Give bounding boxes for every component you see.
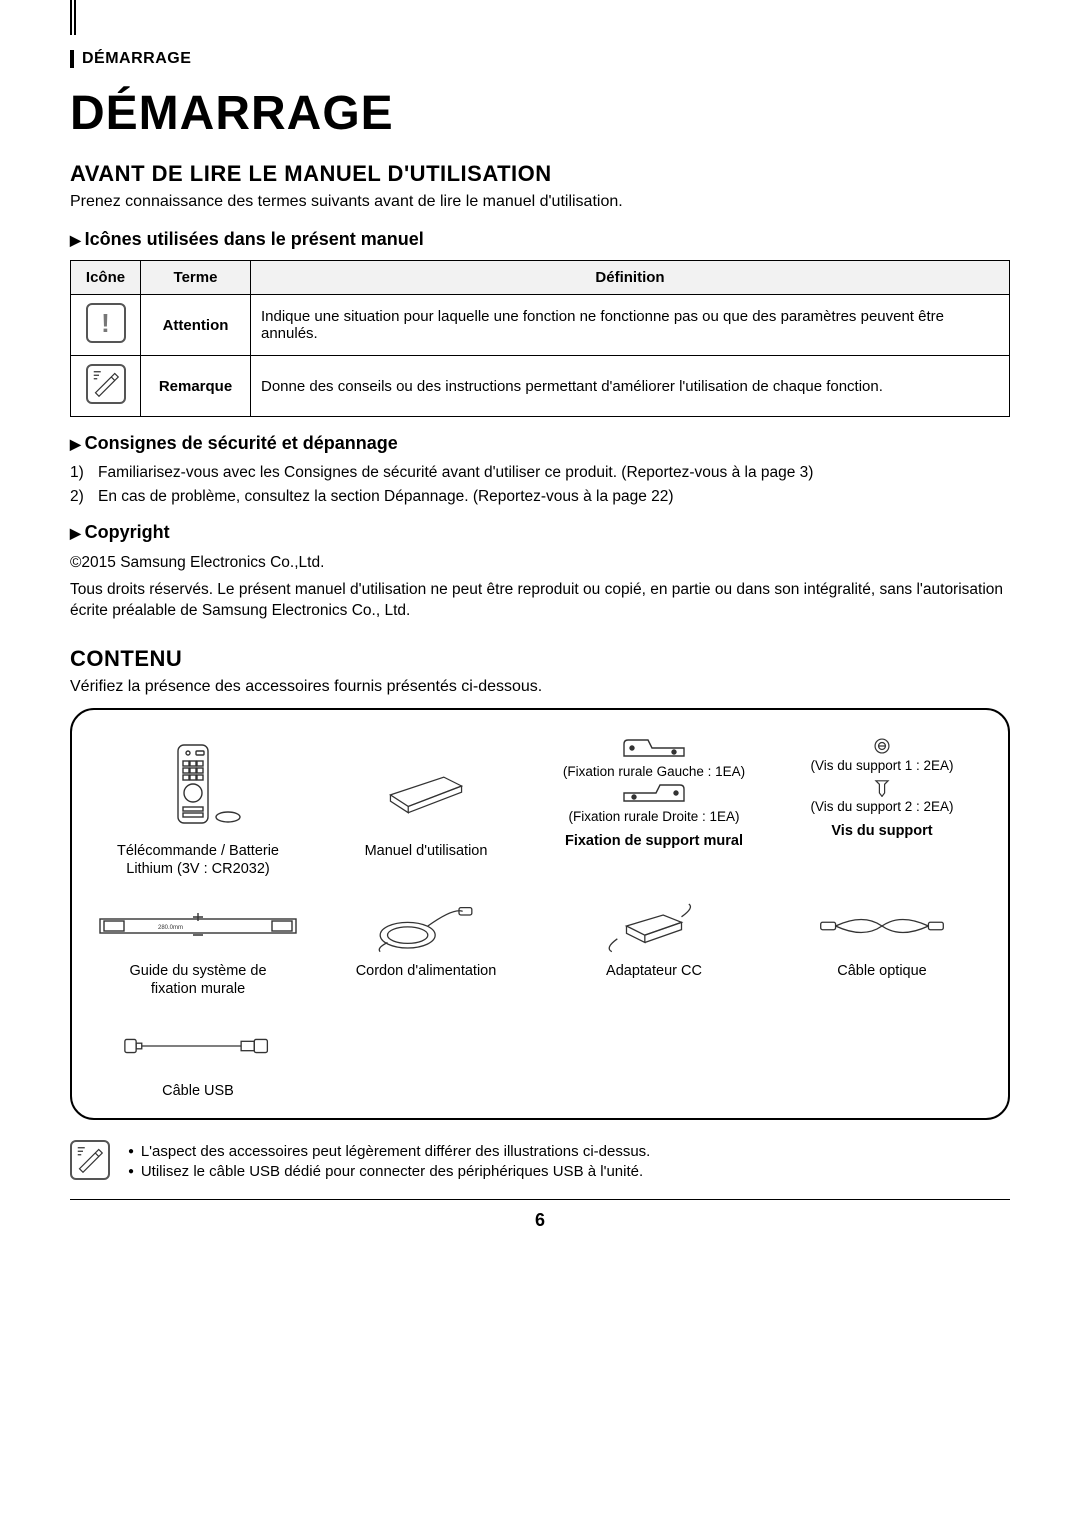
screw2-icon [869, 775, 895, 797]
col-def: Définition [251, 261, 1010, 295]
screw2-text: (Vis du support 2 : 2EA) [810, 799, 953, 814]
remote-label-2: Lithium (3V : CR2032) [90, 860, 306, 878]
usb-cable-icon [123, 1031, 273, 1061]
adapter-label: Adaptateur CC [546, 962, 762, 980]
page-number: 6 [70, 1210, 1010, 1231]
screw1-text: (Vis du support 1 : 2EA) [810, 758, 953, 773]
item-wall-guide: 280.0mm Guide du système de fixation mur… [90, 896, 306, 998]
footnote-item: L'aspect des accessoires peut légèrement… [128, 1143, 650, 1160]
bracket-right-text: (Fixation rurale Droite : 1EA) [568, 809, 739, 824]
icons-table: Icône Terme Définition Attention Indique… [70, 260, 1010, 417]
power-cord-label: Cordon d'alimentation [318, 962, 534, 980]
item-usb: Câble USB [90, 1016, 306, 1100]
bracket-label: Fixation de support mural [565, 833, 743, 849]
item-screws: (Vis du support 1 : 2EA) (Vis du support… [774, 736, 990, 878]
wall-guide-icon: 280.0mm [98, 911, 298, 941]
running-header: DÉMARRAGE [70, 50, 1010, 68]
col-icon: Icône [71, 261, 141, 295]
caution-icon [86, 303, 126, 343]
bracket-left-icon [614, 736, 694, 762]
optical-cable-icon [817, 906, 947, 946]
note-icon [86, 364, 126, 404]
footnote-item: Utilisez le câble USB dédié pour connect… [128, 1163, 650, 1180]
term-remarque: Remarque [141, 356, 251, 417]
page-title: DÉMARRAGE [70, 86, 1010, 141]
wall-guide-label-1: Guide du système de [90, 962, 306, 980]
copyright-subheading: Copyright [70, 522, 1010, 543]
usb-label: Câble USB [90, 1082, 306, 1100]
safety-subheading: Consignes de sécurité et dépannage [70, 433, 1010, 454]
before-reading-heading: AVANT DE LIRE LE MANUEL D'UTILISATION [70, 161, 1010, 187]
safety-list: 1)Familiarisez-vous avec les Consignes d… [70, 464, 1010, 506]
item-remote: Télécommande / Batterie Lithium (3V : CR… [90, 736, 306, 878]
item-optical: Câble optique [774, 896, 990, 998]
icons-subheading: Icônes utilisées dans le présent manuel [70, 229, 1010, 250]
contents-box: Télécommande / Batterie Lithium (3V : CR… [70, 708, 1010, 1121]
item-manual: Manuel d'utilisation [318, 736, 534, 878]
bracket-right-icon [614, 781, 694, 807]
remote-icon [138, 741, 258, 831]
table-row: Attention Indique une situation pour laq… [71, 295, 1010, 356]
bracket-left-text: (Fixation rurale Gauche : 1EA) [563, 764, 745, 779]
term-attention: Attention [141, 295, 251, 356]
item-power-cord: Cordon d'alimentation [318, 896, 534, 998]
contents-intro: Vérifiez la présence des accessoires fou… [70, 678, 1010, 696]
contents-heading: CONTENU [70, 646, 1010, 672]
manual-icon [371, 746, 481, 826]
def-remarque: Donne des conseils ou des instructions p… [251, 356, 1010, 417]
copyright-line1: ©2015 Samsung Electronics Co.,Ltd. [70, 553, 1010, 574]
list-item: 1)Familiarisez-vous avec les Consignes d… [70, 464, 1010, 482]
table-row: Remarque Donne des conseils ou des instr… [71, 356, 1010, 417]
note-icon [70, 1140, 110, 1180]
def-attention: Indique une situation pour laquelle une … [251, 295, 1010, 356]
item-bracket: (Fixation rurale Gauche : 1EA) (Fixation… [546, 736, 762, 878]
screws-label: Vis du support [831, 823, 932, 839]
optical-label: Câble optique [774, 962, 990, 980]
copyright-line2: Tous droits réservés. Le présent manuel … [70, 580, 1010, 622]
page-tab-mark [70, 0, 76, 35]
power-cord-icon [371, 896, 481, 956]
screw1-icon [869, 736, 895, 756]
bottom-rule [70, 1199, 1010, 1200]
svg-text:280.0mm: 280.0mm [158, 925, 183, 931]
footnotes: L'aspect des accessoires peut légèrement… [70, 1140, 1010, 1183]
before-reading-intro: Prenez connaissance des termes suivants … [70, 193, 1010, 211]
item-adapter: Adaptateur CC [546, 896, 762, 998]
wall-guide-label-2: fixation murale [90, 980, 306, 998]
adapter-icon [599, 896, 709, 956]
col-term: Terme [141, 261, 251, 295]
list-item: 2)En cas de problème, consultez la secti… [70, 488, 1010, 506]
remote-label-1: Télécommande / Batterie [90, 842, 306, 860]
manual-label: Manuel d'utilisation [318, 842, 534, 860]
